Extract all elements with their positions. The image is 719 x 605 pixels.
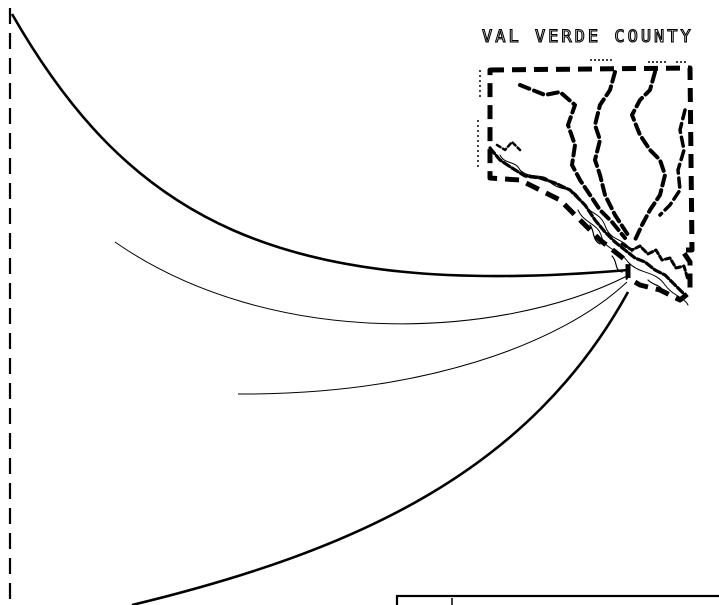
boundary-dots-left (477, 70, 481, 170)
connector-curve-upper (10, 13, 629, 278)
county-boundary (477, 59, 695, 303)
river-central (593, 70, 630, 237)
river-delta (620, 242, 690, 282)
river-meander-3 (589, 224, 665, 293)
connector-curve-lower (131, 291, 630, 605)
river-small-branch (495, 140, 522, 152)
connector-curve-thin-1 (114, 241, 628, 325)
river-east (630, 70, 667, 242)
river-meander-2 (577, 209, 689, 306)
county-outline (487, 65, 695, 303)
county-label: VAL VERDE COUNTY (481, 26, 694, 47)
legend-box (395, 594, 719, 605)
boundary-dots-top (590, 59, 686, 63)
river-network (488, 70, 690, 306)
river-south (488, 146, 687, 297)
legend-frame (395, 594, 719, 605)
river-far-east (658, 108, 687, 217)
river-meander-1 (499, 154, 633, 253)
river-west (518, 83, 627, 240)
connector-curve-thin-2 (237, 281, 628, 395)
